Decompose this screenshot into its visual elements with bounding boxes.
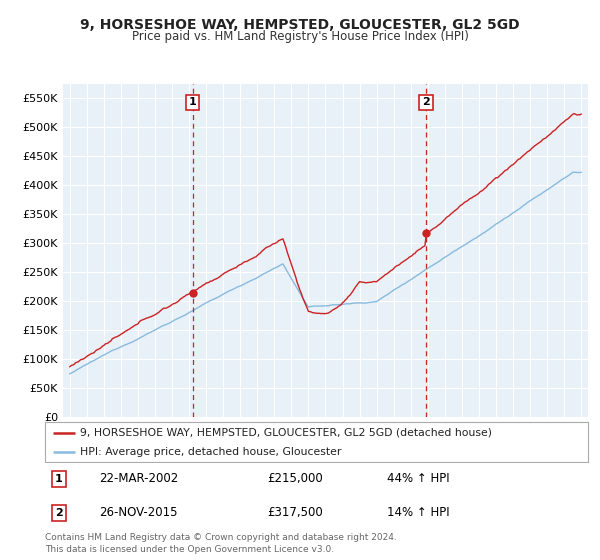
Text: £317,500: £317,500	[268, 506, 323, 519]
Text: 44% ↑ HPI: 44% ↑ HPI	[387, 473, 450, 486]
Text: 22-MAR-2002: 22-MAR-2002	[100, 473, 179, 486]
Text: 2: 2	[422, 97, 430, 108]
Text: 26-NOV-2015: 26-NOV-2015	[100, 506, 178, 519]
Text: 9, HORSESHOE WAY, HEMPSTED, GLOUCESTER, GL2 5GD (detached house): 9, HORSESHOE WAY, HEMPSTED, GLOUCESTER, …	[80, 428, 492, 437]
Text: £215,000: £215,000	[268, 473, 323, 486]
Text: HPI: Average price, detached house, Gloucester: HPI: Average price, detached house, Glou…	[80, 447, 341, 457]
Text: 1: 1	[55, 474, 62, 484]
Text: 14% ↑ HPI: 14% ↑ HPI	[387, 506, 450, 519]
Text: 1: 1	[189, 97, 197, 108]
Text: 2: 2	[55, 508, 62, 517]
Text: 9, HORSESHOE WAY, HEMPSTED, GLOUCESTER, GL2 5GD: 9, HORSESHOE WAY, HEMPSTED, GLOUCESTER, …	[80, 18, 520, 32]
Text: Price paid vs. HM Land Registry's House Price Index (HPI): Price paid vs. HM Land Registry's House …	[131, 30, 469, 43]
Text: Contains HM Land Registry data © Crown copyright and database right 2024.
This d: Contains HM Land Registry data © Crown c…	[45, 533, 397, 554]
